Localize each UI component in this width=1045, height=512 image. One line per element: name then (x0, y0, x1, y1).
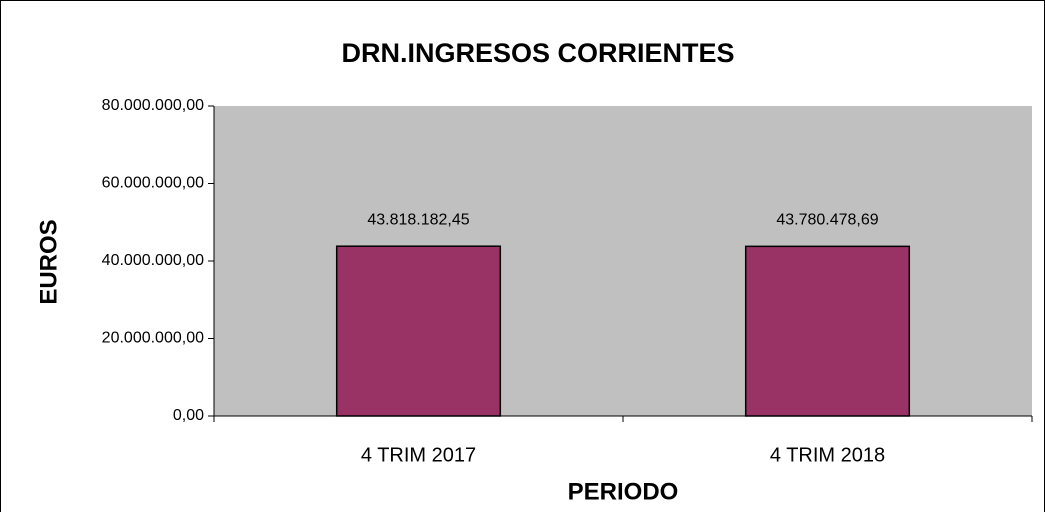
x-axis-title: PERIODO (568, 478, 679, 505)
y-axis-title: EUROS (35, 219, 62, 304)
y-tick-label: 0,00 (173, 407, 204, 424)
bar (744, 245, 911, 417)
x-tick-label: 4 TRIM 2017 (361, 444, 476, 466)
bar (335, 245, 502, 417)
y-tick-label: 40.000.000,00 (102, 252, 204, 269)
y-tick-label: 80.000.000,00 (102, 97, 204, 114)
x-tick-label: 4 TRIM 2018 (770, 444, 885, 466)
y-tick-label: 60.000.000,00 (102, 175, 204, 192)
value-label: 43.780.478,69 (776, 212, 878, 229)
y-tick-label: 20.000.000,00 (102, 330, 204, 347)
chart-title: DRN.INGRESOS CORRIENTES (341, 38, 734, 68)
value-label: 43.818.182,45 (367, 211, 469, 228)
